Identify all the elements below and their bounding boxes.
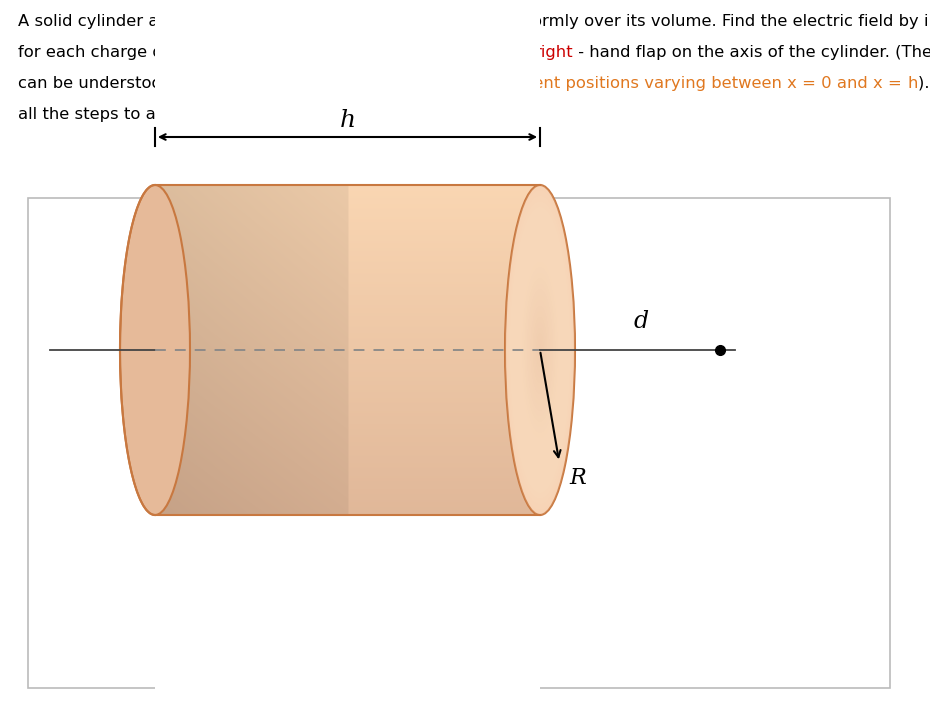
Ellipse shape: [537, 333, 543, 366]
Ellipse shape: [512, 218, 568, 482]
Text: from the: from the: [453, 45, 534, 60]
Ellipse shape: [531, 306, 550, 394]
Text: ↺: ↺: [452, 130, 462, 143]
Ellipse shape: [523, 268, 557, 433]
Text: R: R: [569, 467, 586, 489]
Bar: [155, 515, 540, 715]
Ellipse shape: [506, 191, 574, 510]
Ellipse shape: [510, 207, 570, 493]
FancyBboxPatch shape: [411, 126, 441, 146]
Text: can be understood as a collection of: can be understood as a collection of: [18, 76, 321, 91]
Ellipse shape: [515, 235, 565, 466]
Ellipse shape: [514, 229, 565, 471]
Ellipse shape: [536, 328, 545, 372]
Ellipse shape: [522, 262, 559, 438]
Ellipse shape: [524, 273, 556, 427]
Ellipse shape: [505, 185, 575, 515]
Ellipse shape: [120, 185, 190, 515]
Ellipse shape: [527, 289, 552, 410]
Ellipse shape: [505, 185, 575, 515]
Text: ).  It shows: ). It shows: [918, 76, 930, 91]
Ellipse shape: [511, 212, 569, 487]
Text: result: result: [253, 107, 299, 122]
Bar: [155, 0, 540, 185]
Text: A solid cylinder as: A solid cylinder as: [18, 14, 172, 29]
Ellipse shape: [519, 251, 561, 449]
Ellipse shape: [525, 279, 555, 421]
Ellipse shape: [508, 196, 573, 504]
Ellipse shape: [526, 284, 554, 416]
Ellipse shape: [532, 312, 548, 389]
Text: in: in: [172, 14, 187, 29]
Ellipse shape: [528, 295, 551, 405]
Text: right: right: [534, 45, 573, 60]
Ellipse shape: [533, 317, 547, 383]
Ellipse shape: [529, 300, 551, 400]
Text: charged circles with different positions varying between x = 0 and x =: charged circles with different positions…: [321, 76, 907, 91]
Ellipse shape: [534, 323, 546, 377]
Ellipse shape: [518, 246, 562, 454]
Text: ↺: ↺: [420, 130, 432, 143]
Text: h: h: [339, 109, 355, 132]
Ellipse shape: [513, 223, 566, 477]
Ellipse shape: [538, 344, 541, 356]
Ellipse shape: [538, 339, 542, 361]
FancyBboxPatch shape: [442, 126, 472, 146]
Bar: [28, 198, 890, 688]
Ellipse shape: [517, 240, 564, 460]
Text: h: h: [907, 76, 918, 91]
Text: d: d: [633, 310, 648, 333]
Text: for each charge differential at a point at a distance: for each charge differential at a point …: [18, 45, 443, 60]
Text: the figure has a charge Q distributed uniformly over its volume. Find the electr: the figure has a charge Q distributed un…: [187, 14, 930, 29]
Text: d: d: [443, 45, 453, 60]
Ellipse shape: [509, 202, 572, 498]
Text: - hand flap on the axis of the cylinder. (The cylinder: - hand flap on the axis of the cylinder.…: [573, 45, 930, 60]
Text: all the steps to arrive at the: all the steps to arrive at the: [18, 107, 253, 122]
Ellipse shape: [520, 256, 560, 444]
